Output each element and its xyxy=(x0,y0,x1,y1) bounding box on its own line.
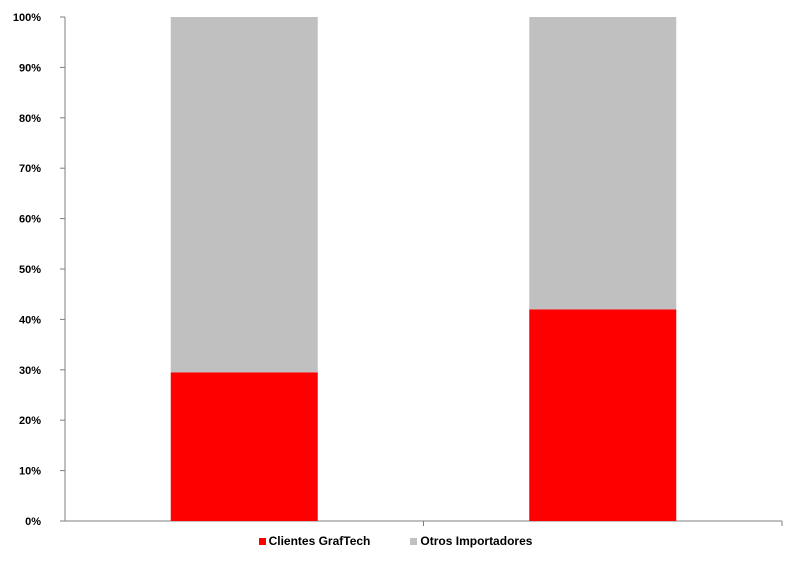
bar-segment-series-1-cat-1 xyxy=(170,372,318,521)
stacked-bar-chart: 0%10%20%30%40%50%60%70%80%90%100%Mayo 20… xyxy=(13,12,783,528)
legend-item-series-2: Otros Importadores xyxy=(410,534,532,548)
legend-item-series-1: Clientes GrafTech xyxy=(258,534,371,548)
legend: Clientes GrafTech Otros Importadores xyxy=(0,534,791,548)
y-tick-label: 100% xyxy=(13,12,41,24)
y-tick-label: 50% xyxy=(19,264,41,276)
y-tick-label: 30% xyxy=(19,365,41,377)
y-tick-label: 80% xyxy=(19,113,41,125)
legend-label-series-1: Clientes GrafTech xyxy=(268,534,371,548)
bar-segment-series-2-cat-2 xyxy=(529,17,677,310)
legend-swatch-series-1 xyxy=(258,537,266,545)
plot-area: 0%10%20%30%40%50%60%70%80%90%100%Mayo 20… xyxy=(13,12,783,528)
y-tick-label: 40% xyxy=(19,314,41,326)
legend-label-series-2: Otros Importadores xyxy=(420,534,533,548)
legend-swatch-series-2 xyxy=(410,537,418,545)
y-tick-label: 70% xyxy=(19,163,41,175)
y-tick-label: 0% xyxy=(25,516,41,528)
y-tick-label: 90% xyxy=(19,62,41,74)
bar-segment-series-1-cat-2 xyxy=(529,309,677,521)
bar-segment-series-2-cat-1 xyxy=(170,17,318,373)
y-tick-label: 60% xyxy=(19,214,41,226)
y-tick-label: 20% xyxy=(19,415,41,427)
y-tick-label: 10% xyxy=(19,466,41,478)
